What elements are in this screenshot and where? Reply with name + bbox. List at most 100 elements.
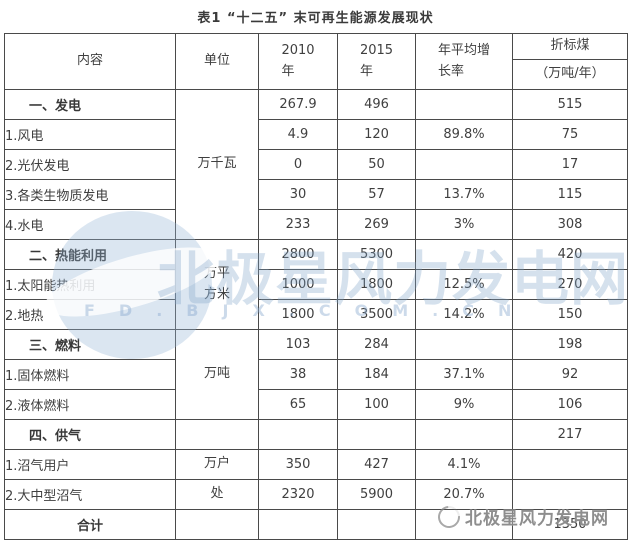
row-unit-text: 万吨 bbox=[203, 366, 230, 382]
cell-growth: 37.1% bbox=[415, 359, 513, 390]
cell-coal: 150 bbox=[512, 299, 628, 330]
cell-growth: 12.5% bbox=[415, 269, 513, 300]
table-row: 2.光伏发电 0 50 17 bbox=[4, 149, 628, 180]
table-row: 3.各类生物质发电 30 57 13.7% 115 bbox=[4, 179, 628, 210]
row-unit: 万户 bbox=[175, 449, 259, 480]
table-row: 一、发电 万千瓦 267.9 496 515 bbox=[4, 89, 628, 240]
cell-y2015: 120 bbox=[337, 119, 416, 150]
cell-growth bbox=[415, 239, 513, 270]
cell-y2015: 50 bbox=[337, 149, 416, 180]
cell-coal: 420 bbox=[512, 239, 628, 270]
cell-growth: 20.7% bbox=[415, 479, 513, 510]
cell-growth bbox=[415, 89, 513, 120]
row-unit: 万千瓦 bbox=[175, 89, 259, 240]
row-label: 2.液体燃料 bbox=[4, 389, 176, 420]
cell-growth bbox=[415, 329, 513, 360]
cell-y2010: 1000 bbox=[258, 269, 338, 300]
table-row: 2.大中型沼气 处 2320 5900 20.7% bbox=[4, 479, 628, 510]
table-row: 2.地热 1800 3500 14.2% 150 bbox=[4, 299, 628, 330]
row-unit: 万平 方米 bbox=[175, 239, 259, 330]
cell-y2010: 1800 bbox=[258, 299, 338, 330]
cell-coal: 115 bbox=[512, 179, 628, 210]
row-label: 3.各类生物质发电 bbox=[4, 179, 176, 210]
cell-coal: 270 bbox=[512, 269, 628, 300]
cell-y2010: 103 bbox=[258, 329, 338, 360]
col-header-content: 内容 bbox=[4, 33, 176, 90]
header-row-1: 内容 单位 2010 年 2015 年 年平均增 长率 折标煤 bbox=[4, 33, 628, 90]
cell-growth bbox=[415, 149, 513, 180]
cell-coal: 17 bbox=[512, 149, 628, 180]
cell-coal: 92 bbox=[512, 359, 628, 390]
cell-y2010: 65 bbox=[258, 389, 338, 420]
row-label: 一、发电 bbox=[4, 89, 176, 120]
cell-y2010: 267.9 bbox=[258, 89, 338, 120]
table-title: 表1 “十二五” 末可再生能源发展现状 bbox=[197, 11, 434, 26]
table-row: 1.沼气用户 万户 350 427 4.1% bbox=[4, 449, 628, 480]
col-header-growth: 年平均增 长率 bbox=[415, 33, 513, 90]
row-label: 四、供气 bbox=[4, 419, 176, 450]
cell-y2015 bbox=[337, 509, 416, 540]
col-header-2015: 2015 年 bbox=[337, 33, 416, 90]
table-row: 1.太阳能热利用 1000 1800 12.5% 270 bbox=[4, 269, 628, 300]
row-label: 2.光伏发电 bbox=[4, 149, 176, 180]
cell-coal: 308 bbox=[512, 209, 628, 240]
header-row-2: （万吨/年） bbox=[5, 59, 628, 90]
cell-y2010: 2800 bbox=[258, 239, 338, 270]
col-header-coal: 折标煤 bbox=[512, 33, 628, 60]
table-row: 4.水电 233 269 3% 308 bbox=[4, 209, 628, 240]
cell-y2010: 233 bbox=[258, 209, 338, 240]
cell-coal bbox=[512, 479, 628, 510]
cell-y2010: 350 bbox=[258, 449, 338, 480]
cell-coal: 217 bbox=[512, 419, 628, 450]
row-unit: 万吨 bbox=[175, 329, 259, 420]
cell-y2015: 57 bbox=[337, 179, 416, 210]
cell-growth: 3% bbox=[415, 209, 513, 240]
row-label: 二、热能利用 bbox=[4, 239, 176, 270]
cell-coal: 1350 bbox=[512, 509, 628, 540]
cell-y2010: 2320 bbox=[258, 479, 338, 510]
cell-y2010: 4.9 bbox=[258, 119, 338, 150]
cell-y2015: 5300 bbox=[337, 239, 416, 270]
row-label: 2.地热 bbox=[4, 299, 176, 330]
table-row: 二、热能利用 万平 方米 2800 5300 420 bbox=[4, 239, 628, 330]
cell-coal bbox=[512, 449, 628, 480]
table-row: 2.液体燃料 65 100 9% 106 bbox=[4, 389, 628, 420]
cell-y2010: 38 bbox=[258, 359, 338, 390]
cell-y2010 bbox=[258, 509, 338, 540]
cell-y2015: 3500 bbox=[337, 299, 416, 330]
cell-growth bbox=[415, 419, 513, 450]
row-label: 1.固体燃料 bbox=[4, 359, 176, 390]
col-header-unit: 单位 bbox=[175, 33, 259, 90]
cell-y2010 bbox=[258, 419, 338, 450]
table-row: 1.风电 4.9 120 89.8% 75 bbox=[4, 119, 628, 150]
row-label: 三、燃料 bbox=[4, 329, 176, 360]
row-unit bbox=[175, 419, 259, 450]
cell-y2015: 284 bbox=[337, 329, 416, 360]
cell-y2015 bbox=[337, 419, 416, 450]
cell-coal: 75 bbox=[512, 119, 628, 150]
col-header-coal-unit: （万吨/年） bbox=[512, 59, 628, 90]
col-header-2010: 2010 年 bbox=[258, 33, 338, 90]
cell-growth: 13.7% bbox=[415, 179, 513, 210]
cell-coal: 515 bbox=[512, 89, 628, 120]
table-row: 1.固体燃料 38 184 37.1% 92 bbox=[4, 359, 628, 390]
cell-y2015: 1800 bbox=[337, 269, 416, 300]
cell-growth: 9% bbox=[415, 389, 513, 420]
cell-growth: 14.2% bbox=[415, 299, 513, 330]
table-row: 三、燃料 万吨 103 284 198 bbox=[4, 329, 628, 420]
table-row: 四、供气 217 bbox=[4, 419, 628, 450]
cell-y2015: 269 bbox=[337, 209, 416, 240]
row-label: 1.沼气用户 bbox=[4, 449, 176, 480]
row-unit: 处 bbox=[175, 479, 259, 510]
cell-y2015: 496 bbox=[337, 89, 416, 120]
cell-y2010: 0 bbox=[258, 149, 338, 180]
table-header: 内容 单位 2010 年 2015 年 年平均增 长率 折标煤 （万吨/年） bbox=[4, 33, 628, 90]
cell-coal: 106 bbox=[512, 389, 628, 420]
cell-y2015: 184 bbox=[337, 359, 416, 390]
cell-y2015: 100 bbox=[337, 389, 416, 420]
renewable-energy-table: 内容 单位 2010 年 2015 年 年平均增 长率 折标煤 （万吨/年） 一… bbox=[4, 33, 628, 540]
cell-growth bbox=[415, 509, 513, 540]
cell-growth: 4.1% bbox=[415, 449, 513, 480]
cell-growth: 89.8% bbox=[415, 119, 513, 150]
